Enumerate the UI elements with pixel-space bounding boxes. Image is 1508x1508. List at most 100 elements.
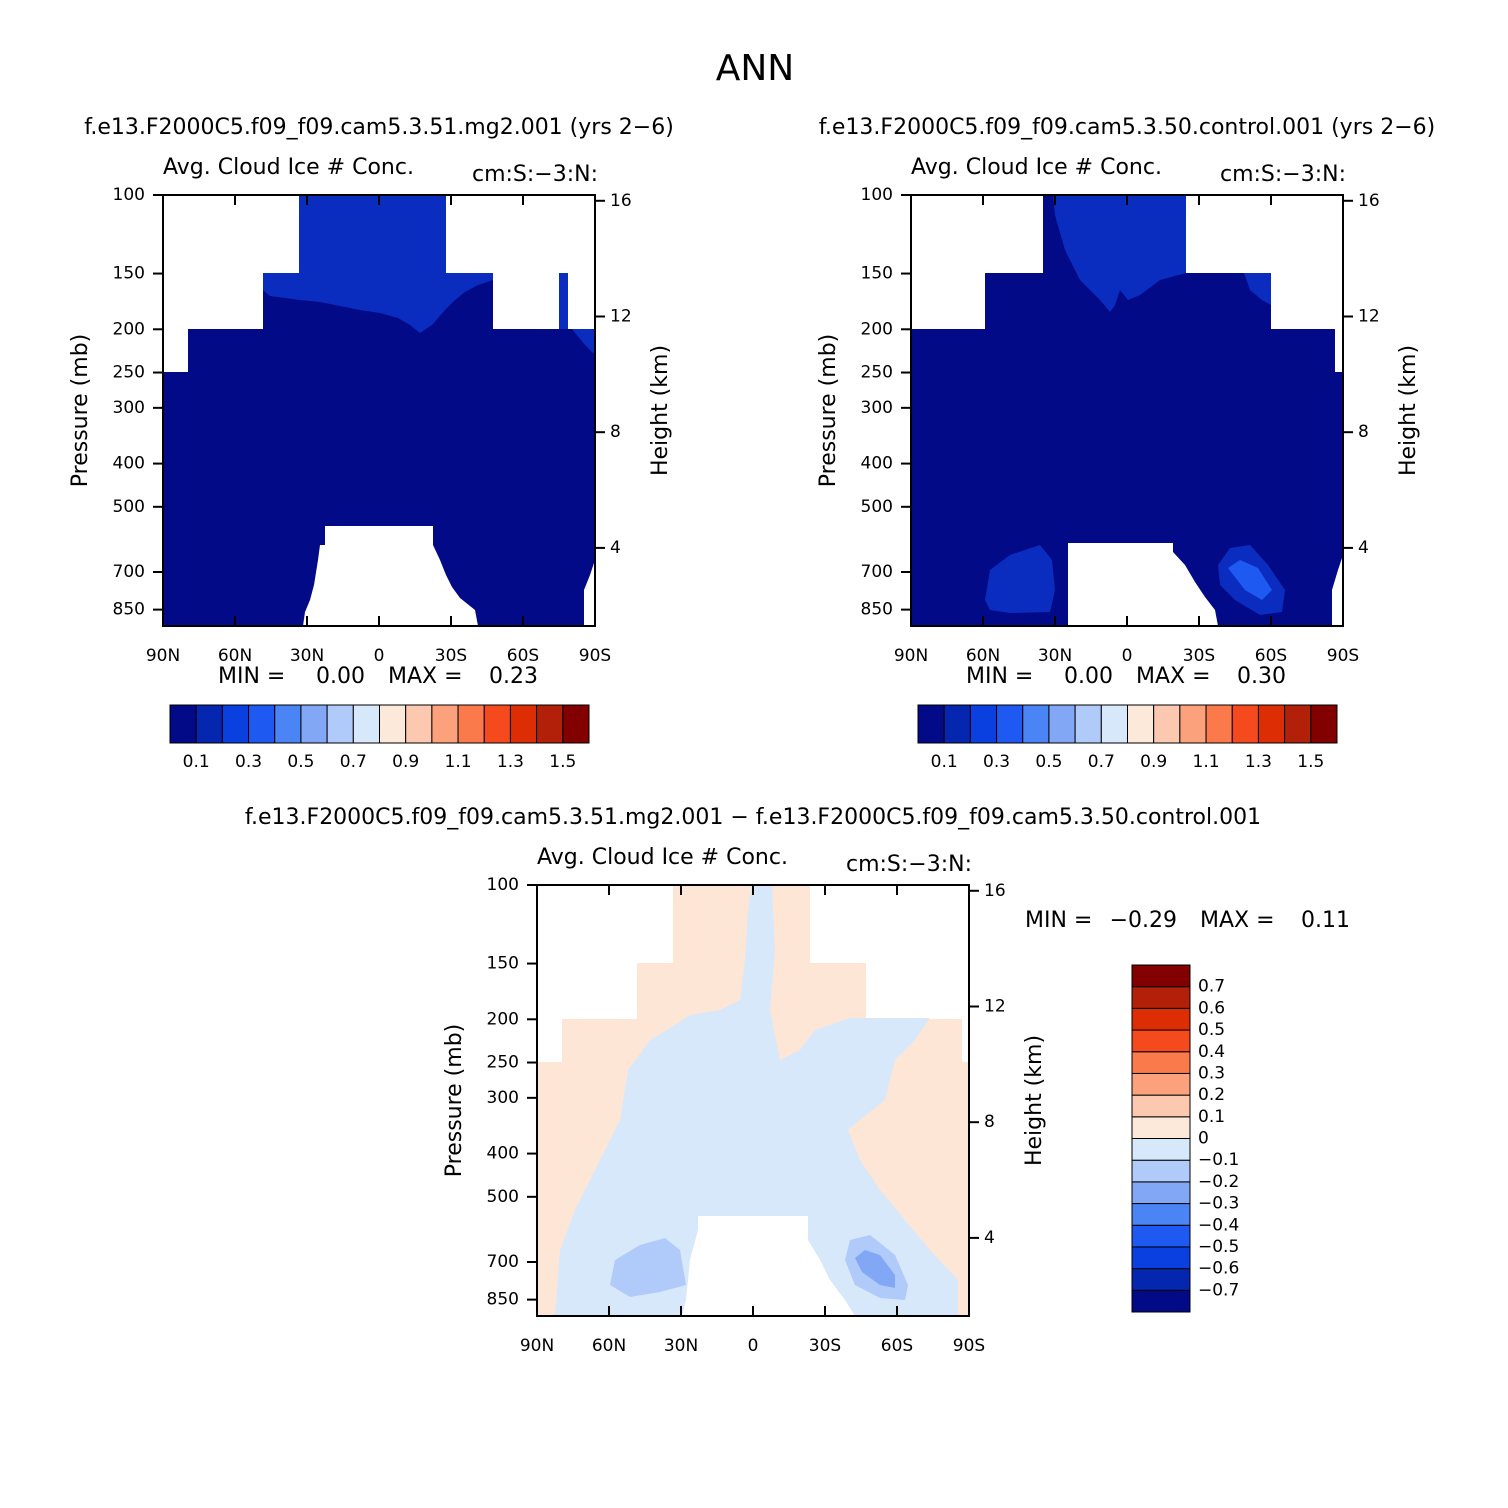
y-tick-label: 150	[113, 264, 145, 284]
y2-tick-label: 4	[984, 1228, 995, 1248]
x-tick-label: 0	[374, 646, 385, 666]
colorbar-box	[1131, 1224, 1191, 1248]
x-tick-label: 30N	[290, 646, 324, 666]
colorbar-label: −0.5	[1198, 1237, 1239, 1257]
colorbar-box	[1153, 704, 1181, 744]
max-label: MAX =	[1136, 664, 1211, 689]
colorbar-label: 0.9	[1140, 752, 1167, 772]
x-tick-label: 30N	[1038, 646, 1072, 666]
max-label: MAX =	[1200, 908, 1275, 933]
colorbar-box	[274, 704, 302, 744]
colorbar-label: 0.6	[1198, 998, 1225, 1018]
colorbar-label: 1.5	[1297, 752, 1324, 772]
colorbar-label: 1.1	[1193, 752, 1220, 772]
colorbar-label: 0.9	[392, 752, 419, 772]
y-tick-label: 200	[487, 1009, 519, 1029]
colorbar-label: 0	[1198, 1129, 1209, 1149]
colorbar-box	[1127, 704, 1155, 744]
colorbar-box	[1231, 704, 1259, 744]
x-tick-label: 60S	[881, 1336, 913, 1356]
colorbar-box	[1179, 704, 1207, 744]
y-tick-label: 250	[487, 1053, 519, 1073]
x-tick-label: 0	[1122, 646, 1133, 666]
y-tick-label: 100	[861, 185, 893, 205]
colorbar-box	[326, 704, 354, 744]
colorbar-box	[1205, 704, 1233, 744]
x-tick-label: 90S	[953, 1336, 985, 1356]
y-tick-label: 400	[861, 454, 893, 474]
figure-title: ANN	[716, 48, 795, 89]
y2-tick-label: 8	[1358, 422, 1369, 442]
colorbar-label: 0.7	[1198, 977, 1225, 997]
y-tick-label: 850	[861, 600, 893, 620]
y-tick-label: 400	[113, 454, 145, 474]
colorbar-box	[1022, 704, 1050, 744]
x-tick-label: 90N	[146, 646, 180, 666]
colorbar-box	[536, 704, 564, 744]
y-tick-label: 400	[487, 1144, 519, 1164]
colorbar-box	[483, 704, 511, 744]
colorbar-box	[431, 704, 459, 744]
y-tick-label: 250	[113, 363, 145, 383]
colorbar-box	[1048, 704, 1076, 744]
panel-title: f.e13.F2000C5.f09_f09.cam5.3.51.mg2.001 …	[245, 805, 1261, 830]
y2-tick-label: 8	[610, 422, 621, 442]
colorbar-box	[457, 704, 485, 744]
colorbar-box	[195, 704, 223, 744]
y-tick-label: 150	[861, 264, 893, 284]
contour-field	[911, 195, 1343, 626]
min-label: MIN =	[1025, 908, 1092, 933]
x-tick-label: 30S	[809, 1336, 841, 1356]
y-tick-label: 150	[487, 954, 519, 974]
y-tick-label: 200	[113, 319, 145, 339]
colorbar-label: 0.7	[340, 752, 367, 772]
x-tick-label: 30N	[664, 1336, 698, 1356]
y2-tick-label: 4	[610, 538, 621, 558]
colorbar-label: −0.4	[1198, 1215, 1239, 1235]
x-tick-label: 90N	[520, 1336, 554, 1356]
colorbar-box	[405, 704, 433, 744]
colorbar-label: 0.1	[931, 752, 958, 772]
units-label: cm:S:−3:N:	[1220, 162, 1346, 187]
colorbar-box	[917, 704, 945, 744]
colorbar-label: 0.5	[1198, 1020, 1225, 1040]
y-tick-label: 100	[113, 185, 145, 205]
colorbar-label: 0.1	[183, 752, 210, 772]
y2-tick-label: 8	[984, 1112, 995, 1132]
x-tick-label: 60S	[1255, 646, 1287, 666]
max-value: 0.23	[489, 664, 538, 689]
colorbar-label: −0.7	[1198, 1280, 1239, 1300]
colorbar-box	[996, 704, 1024, 744]
colorbar-label: −0.6	[1198, 1259, 1239, 1279]
y2-tick-label: 4	[1358, 538, 1369, 558]
y2-tick-label: 16	[984, 881, 1006, 901]
y-tick-label: 500	[861, 497, 893, 517]
colorbar-box	[1131, 1268, 1191, 1291]
panel-title: f.e13.F2000C5.f09_f09.cam5.3.51.mg2.001 …	[84, 115, 674, 140]
y-tick-label: 850	[487, 1290, 519, 1310]
colorbar-label: 0.5	[287, 752, 314, 772]
x-tick-label: 90S	[1327, 646, 1359, 666]
y-tick-label: 300	[861, 398, 893, 418]
y-axis-label: Pressure (mb)	[442, 1024, 467, 1178]
max-label: MAX =	[388, 664, 463, 689]
colorbar-box	[562, 704, 590, 744]
colorbar-box	[1131, 1007, 1191, 1031]
colorbar-box	[300, 704, 328, 744]
contour-field	[163, 195, 595, 626]
y2-tick-label: 16	[1358, 191, 1380, 211]
y2-axis-label: Height (km)	[1396, 345, 1421, 476]
colorbar-label: 0.2	[1198, 1085, 1225, 1105]
min-value: −0.29	[1110, 908, 1177, 933]
y-axis-label: Pressure (mb)	[68, 334, 93, 488]
y-tick-label: 200	[861, 319, 893, 339]
units-label: cm:S:−3:N:	[472, 162, 598, 187]
y2-tick-label: 12	[610, 306, 632, 326]
x-tick-label: 60N	[966, 646, 1000, 666]
colorbar-label: −0.3	[1198, 1194, 1239, 1214]
x-tick-label: 60S	[507, 646, 539, 666]
colorbar-label: 0.7	[1088, 752, 1115, 772]
colorbar-label: 1.3	[1245, 752, 1272, 772]
max-value: 0.30	[1237, 664, 1286, 689]
y-tick-label: 700	[113, 562, 145, 582]
